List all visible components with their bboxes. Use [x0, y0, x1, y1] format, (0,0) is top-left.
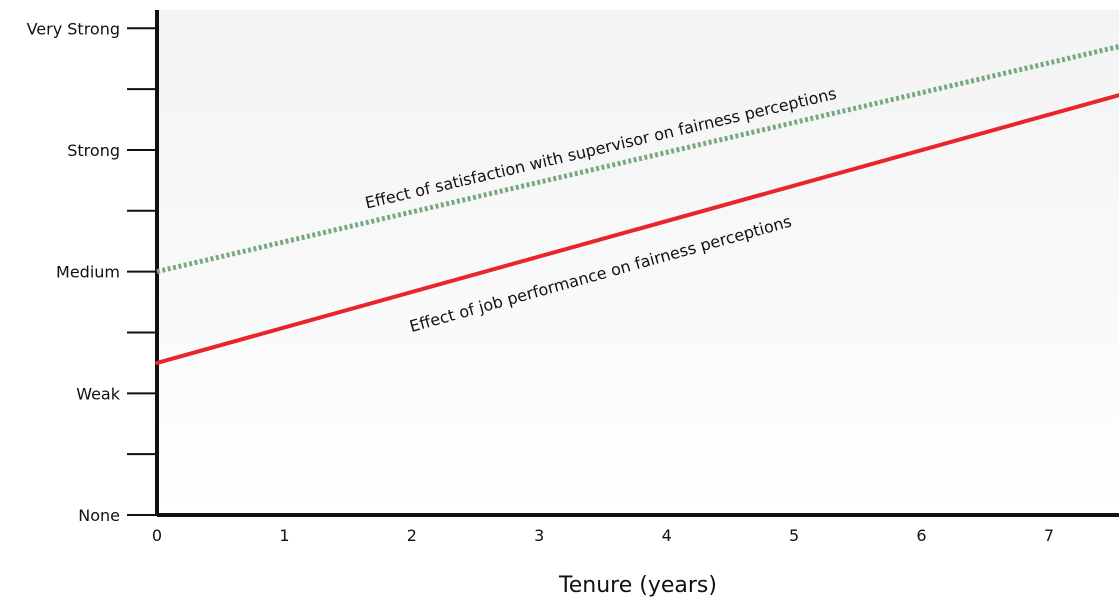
y-axis-ticks: None Weak Medium Strong Very Strong	[27, 19, 157, 525]
x-axis-ticks: 0 1 2 3 4 5 6 7	[152, 526, 1054, 545]
y-tick-label: Very Strong	[27, 19, 120, 38]
x-axis-title: Tenure (years)	[558, 573, 717, 598]
x-tick-label: 7	[1044, 526, 1054, 545]
series-line-job-performance	[155, 93, 1119, 365]
x-tick-label: 6	[916, 526, 926, 545]
x-tick-label: 4	[662, 526, 672, 545]
x-tick-label: 2	[407, 526, 417, 545]
y-tick-label: None	[78, 506, 120, 525]
x-tick-label: 5	[789, 526, 799, 545]
y-tick-label: Medium	[56, 263, 120, 282]
x-tick-label: 0	[152, 526, 162, 545]
y-tick-label: Weak	[76, 384, 121, 403]
series-layer	[155, 44, 1119, 365]
y-tick-label: Strong	[67, 141, 120, 160]
plot-background	[157, 10, 1119, 515]
x-tick-label: 1	[279, 526, 289, 545]
x-tick-label: 3	[534, 526, 544, 545]
